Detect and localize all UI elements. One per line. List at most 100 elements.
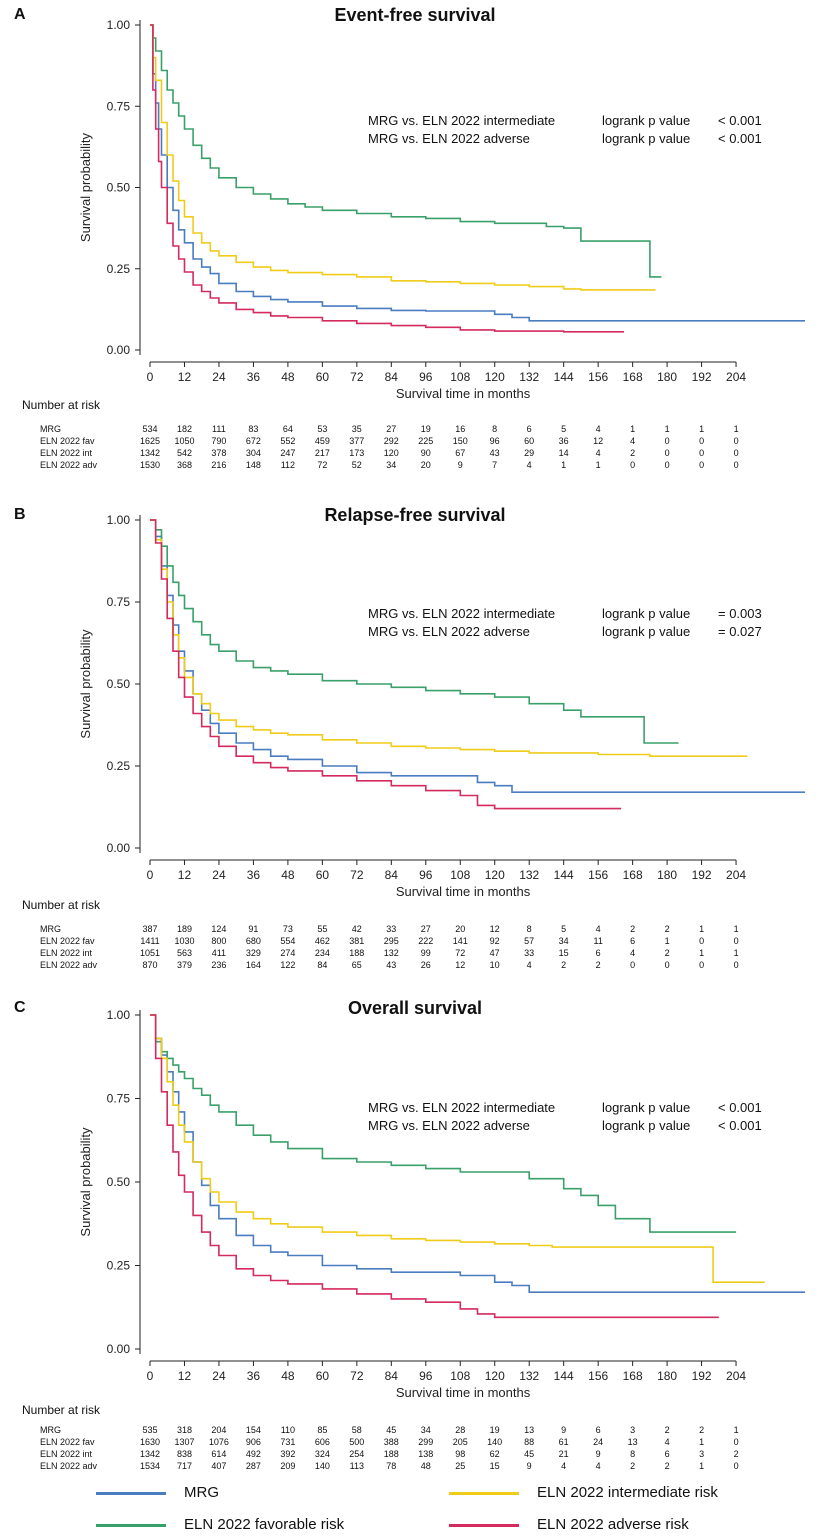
- stat-comparison: MRG vs. ELN 2022 adverse: [368, 624, 530, 639]
- risk-cell: 5: [561, 424, 567, 434]
- risk-cell: 4: [561, 1461, 567, 1471]
- x-tick-label: 132: [519, 1369, 539, 1383]
- x-tick-label: 0: [147, 370, 154, 384]
- risk-cell: 731: [280, 1437, 296, 1447]
- risk-cell: 4: [664, 1437, 670, 1447]
- risk-cell: 552: [280, 436, 296, 446]
- y-tick-label: 0.50: [107, 181, 131, 195]
- risk-cell: 3: [699, 1449, 705, 1459]
- risk-cell: 2: [630, 448, 636, 458]
- y-tick-label: 0.50: [107, 677, 131, 691]
- risk-cell: 88: [524, 1437, 535, 1447]
- risk-cell: 0: [664, 448, 670, 458]
- risk-cell: 73: [282, 924, 293, 934]
- risk-cell: 33: [524, 948, 535, 958]
- risk-cell: 906: [245, 1437, 261, 1447]
- panel-letter: B: [14, 506, 26, 523]
- risk-cell: 459: [314, 436, 330, 446]
- risk-cell: 2: [664, 924, 670, 934]
- legend-item-eln-fav: ELN 2022 favorable risk: [96, 1516, 344, 1533]
- risk-cell: 0: [699, 448, 705, 458]
- risk-cell: 292: [383, 436, 399, 446]
- x-tick-label: 48: [281, 1369, 295, 1383]
- risk-cell: 304: [245, 448, 261, 458]
- risk-row-label: ELN 2022 adv: [40, 960, 98, 970]
- risk-cell: 534: [142, 424, 158, 434]
- risk-cell: 61: [558, 1437, 569, 1447]
- risk-cell: 1307: [174, 1437, 195, 1447]
- series-line-eln-2022-int: [150, 519, 748, 757]
- x-tick-label: 36: [247, 370, 261, 384]
- risk-cell: 1342: [139, 1449, 161, 1459]
- risk-cell: 462: [314, 936, 330, 946]
- risk-cell: 188: [349, 948, 365, 958]
- risk-cell: 1: [561, 460, 567, 470]
- y-tick-label: 0.00: [107, 343, 131, 357]
- stat-test: logrank p value: [602, 113, 691, 128]
- risk-cell: 25: [455, 1461, 466, 1471]
- risk-table-row: MRG 535 318 204 154 110 85 58 45 34 28 19 13 9 6 3 2 2 1: [0, 1425, 830, 1437]
- risk-cell: 28: [455, 1425, 466, 1435]
- risk-cell: 329: [245, 948, 261, 958]
- risk-cell: 92: [489, 936, 500, 946]
- risk-cell: 388: [383, 1437, 399, 1447]
- risk-cell: 1: [733, 948, 739, 958]
- x-tick-label: 0: [147, 1369, 154, 1383]
- stat-test: logrank p value: [602, 1100, 691, 1115]
- series-line-mrg: [150, 1014, 805, 1293]
- risk-row-label: MRG: [40, 924, 61, 934]
- y-tick-label: 0.25: [107, 1259, 131, 1273]
- risk-cell: 4: [595, 924, 601, 934]
- risk-cell: 216: [211, 460, 227, 470]
- y-tick-label: 0.50: [107, 1175, 131, 1189]
- risk-cell: 91: [248, 924, 259, 934]
- risk-cell: 112: [280, 460, 296, 470]
- y-tick-label: 0.00: [107, 1342, 131, 1356]
- x-tick-label: 96: [419, 370, 433, 384]
- series-line-eln-2022-int: [150, 1014, 765, 1283]
- risk-row-label: ELN 2022 adv: [40, 460, 98, 470]
- y-tick-label: 0.75: [107, 595, 131, 609]
- risk-cell: 42: [351, 924, 362, 934]
- risk-cell: 614: [211, 1449, 227, 1459]
- risk-table-row: MRG 387 189 124 91 73 55 42 33 27 20 12 8 5 4 2 2 1 1: [0, 924, 830, 936]
- panel-letter: A: [14, 6, 26, 23]
- risk-cell: 0: [699, 960, 705, 970]
- risk-cell: 790: [211, 436, 227, 446]
- risk-cell: 1: [699, 948, 705, 958]
- risk-cell: 34: [420, 1425, 431, 1435]
- risk-cell: 217: [314, 448, 330, 458]
- stat-comparison: MRG vs. ELN 2022 intermediate: [368, 1100, 556, 1115]
- risk-cell: 9: [457, 460, 463, 470]
- risk-cell: 15: [489, 1461, 500, 1471]
- x-axis-label: Survival time in months: [396, 386, 531, 401]
- stat-value: < 0.001: [718, 1100, 762, 1115]
- x-tick-label: 24: [212, 868, 226, 882]
- risk-cell: 113: [349, 1461, 364, 1471]
- risk-cell: 182: [176, 424, 193, 434]
- risk-cell: 84: [317, 960, 328, 970]
- y-tick-label: 0.75: [107, 1092, 131, 1106]
- x-tick-label: 108: [450, 1369, 470, 1383]
- chart-svg: 0.00 0.25 0.50 0.75 1.00 0 12 24 36 48 60 72 84 96 108…: [78, 18, 805, 401]
- risk-cell: 27: [420, 924, 431, 934]
- risk-row-label: MRG: [40, 1425, 61, 1435]
- risk-cell: 90: [420, 448, 431, 458]
- risk-cell: 1: [664, 424, 670, 434]
- risk-cell: 8: [526, 924, 532, 934]
- x-tick-label: 156: [588, 868, 608, 882]
- risk-cell: 24: [593, 1437, 604, 1447]
- risk-cell: 0: [699, 936, 705, 946]
- risk-cell: 12: [489, 924, 500, 934]
- risk-cell: 492: [245, 1449, 261, 1459]
- x-tick-label: 120: [485, 868, 505, 882]
- chart-panel-b: B Relapse-free survival 0.00 0.25 0.50 0.75 1.…: [0, 500, 830, 990]
- risk-cell: 672: [245, 436, 261, 446]
- risk-cell: 535: [142, 1425, 158, 1435]
- stat-value: = 0.027: [718, 624, 762, 639]
- chart-title: Overall survival: [347, 998, 483, 1018]
- risk-cell: 29: [524, 448, 535, 458]
- x-tick-label: 168: [623, 868, 643, 882]
- risk-cell: 85: [317, 1425, 328, 1435]
- x-tick-label: 60: [316, 370, 330, 384]
